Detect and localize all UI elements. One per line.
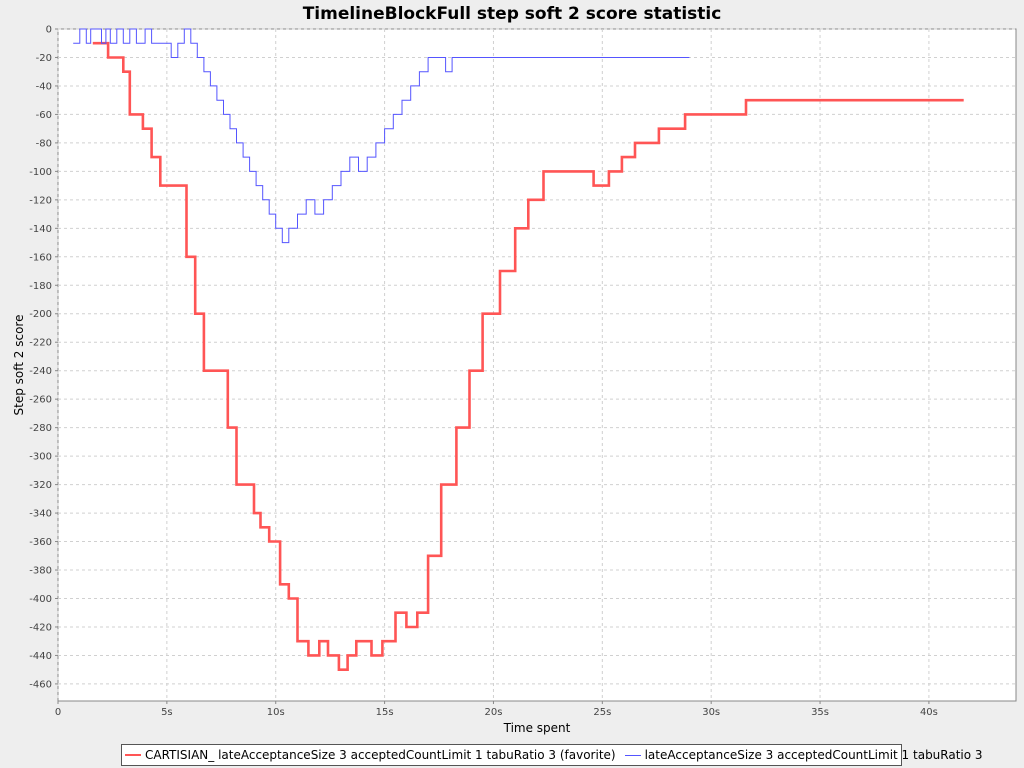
y-tick-label: -380 xyxy=(29,566,52,577)
y-tick-label: -120 xyxy=(29,195,52,206)
x-tick-label: 15s xyxy=(376,707,394,718)
y-tick-label: -60 xyxy=(36,110,52,121)
y-tick-label: -240 xyxy=(29,366,52,377)
y-tick-label: -460 xyxy=(29,679,52,690)
y-tick-label: -40 xyxy=(36,81,52,92)
series-line-0 xyxy=(92,41,964,671)
y-tick-label: -340 xyxy=(29,509,52,520)
y-tick-label: -140 xyxy=(29,224,52,235)
x-tick-label: 0 xyxy=(55,707,61,718)
y-tick-label: -160 xyxy=(29,252,52,263)
y-tick-label: -300 xyxy=(29,452,52,463)
y-tick-label: -20 xyxy=(36,53,52,64)
y-tick-label: -280 xyxy=(29,423,52,434)
y-tick-label: -80 xyxy=(36,138,52,149)
y-tick-label: -100 xyxy=(29,167,52,178)
x-tick-label: 40s xyxy=(920,707,938,718)
y-tick-label: -200 xyxy=(29,309,52,320)
x-tick-label: 35s xyxy=(811,707,829,718)
legend-item-favorite: CARTISIAN_ lateAcceptanceSize 3 accepted… xyxy=(125,748,616,762)
x-axis-label: Time spent xyxy=(503,721,571,735)
y-axis-label: Step soft 2 score xyxy=(12,315,26,416)
x-tick-label: 10s xyxy=(267,707,285,718)
legend-item-default: lateAcceptanceSize 3 acceptedCountLimit … xyxy=(624,748,983,762)
y-tick-label: 0 xyxy=(46,25,52,36)
x-tick-label: 20s xyxy=(484,707,502,718)
series-line-1 xyxy=(73,28,690,244)
chart-title: TimelineBlockFull step soft 2 score stat… xyxy=(303,4,722,24)
grid xyxy=(57,28,1016,701)
y-tick-label: -320 xyxy=(29,480,52,491)
y-tick-label: -360 xyxy=(29,537,52,548)
x-tick-label: 25s xyxy=(593,707,611,718)
axes: 0 -20 -40 -60 -80 -100 -120 -140 -160 -180 -200 -22… xyxy=(29,25,938,719)
plot-area xyxy=(57,28,1017,702)
y-tick-label: -220 xyxy=(29,338,52,349)
y-tick-label: -400 xyxy=(29,594,52,605)
legend-swatch-red xyxy=(125,754,141,756)
y-tick-label: -180 xyxy=(29,281,52,292)
legend-label-default: lateAcceptanceSize 3 acceptedCountLimit … xyxy=(644,748,983,762)
y-tick-label: -440 xyxy=(29,651,52,662)
x-tick-label: 30s xyxy=(702,707,720,718)
legend-label-favorite: CARTISIAN_ lateAcceptanceSize 3 accepted… xyxy=(145,748,616,762)
legend-swatch-blue xyxy=(624,754,641,756)
series-layer xyxy=(73,28,964,671)
x-tick-label: 5s xyxy=(161,707,173,718)
legend: CARTISIAN_ lateAcceptanceSize 3 accepted… xyxy=(121,744,983,766)
y-tick-label: -420 xyxy=(29,622,52,633)
y-tick-label: -260 xyxy=(29,395,52,406)
